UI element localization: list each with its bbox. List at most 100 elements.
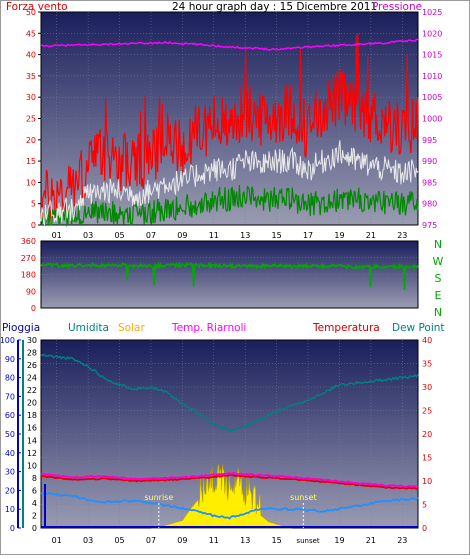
rain-tick-label: 50 [5,430,15,439]
x-tick-label: 03 [83,536,93,545]
page-title: 24 hour graph day : 15 Dicembre 2011 [172,1,377,13]
pressure-tick-label: 1000 [422,115,442,124]
temperature-tick-label: 5 [422,501,427,510]
dew-point-line [40,491,419,520]
sunrise-label: sunrise [144,493,173,502]
rain-tick-label: 10 [5,505,15,514]
x-tick-label: 07 [146,536,156,545]
x-tick-label: 19 [334,536,344,545]
wind-direction-line [40,261,419,290]
compass-letter: W [433,255,444,268]
x-tick-label: 07 [146,231,156,240]
direction-tick-label: 0 [31,304,36,313]
humidity-tick-label: 16 [27,424,37,433]
pressure-line [40,38,419,51]
temperature-tick-label: 25 [422,407,432,416]
humidity-tick-label: 2 [32,511,37,520]
pressure-axis-title: Pressione [372,1,422,13]
wind-tick-label: 40 [26,51,36,60]
wind-tick-label: 35 [26,72,36,81]
wind-tick-label: 20 [26,136,36,145]
temp-riarnoli-line [40,472,419,488]
wind-axis-title: Forza vento [6,1,68,13]
rain-tick-label: 100 [0,336,15,345]
wind-tick-label: 0 [31,221,36,230]
x-tick-label: 13 [240,231,250,240]
sunset-label: sunset [290,493,317,502]
wind-tick-label: 5 [31,200,36,209]
x-tick-label: 13 [240,536,250,545]
label-temp-riarnoli: Temp. Riarnoli [171,322,246,334]
humidity-line [40,353,419,433]
wind-avg-line [40,140,419,226]
humidity-tick-label: 26 [27,361,37,370]
humidity-tick-label: 22 [27,386,37,395]
pressure-tick-label: 1025 [422,8,442,17]
temperature-tick-label: 15 [422,454,432,463]
x-tick-label: 19 [334,231,344,240]
temperature-tick-label: 10 [422,477,432,486]
rain-tick-label: 80 [5,374,15,383]
x-tick-label: 01 [52,231,62,240]
pressure-tick-label: 1005 [422,93,442,102]
pressure-tick-label: 1020 [422,29,442,38]
x-tick-label: 05 [114,231,124,240]
solar-area [150,463,293,529]
humidity-tick-label: 8 [32,474,37,483]
humidity-tick-label: 24 [27,374,37,383]
wind-min-line [41,184,419,228]
direction-tick-label: 270 [21,254,36,263]
pressure-tick-label: 995 [422,136,437,145]
x-tick-label: 15 [272,536,282,545]
wind-gust-line [40,33,419,222]
x-tick-label: 09 [177,536,187,545]
x-tick-label: 21 [366,536,376,545]
x-tick-label: 23 [397,231,407,240]
x-tick-label: 03 [83,231,93,240]
wind-tick-label: 45 [26,29,36,38]
x-tick-label: 01 [52,536,62,545]
rain-tick-label: 90 [5,355,15,364]
humidity-tick-label: 14 [27,436,37,445]
label-pioggia: Pioggia [2,322,40,334]
direction-tick-label: 180 [21,271,36,280]
humidity-tick-label: 30 [27,336,37,345]
x-tick-label: sunset [296,537,319,545]
wind-tick-label: 10 [26,178,36,187]
wind-tick-label: 15 [26,157,36,166]
compass-letter: S [435,272,442,285]
x-tick-label: 11 [209,536,219,545]
humidity-tick-label: 0 [32,524,37,533]
temperature-panel: 0102030405060708090100024681012141618202… [0,336,432,545]
wind-tick-label: 30 [26,93,36,102]
label-temperatura: Temperatura [312,322,380,334]
humidity-tick-label: 6 [32,486,37,495]
wind-tick-label: 50 [26,8,36,17]
x-tick-label: 17 [303,231,313,240]
temperature-tick-label: 35 [422,360,432,369]
rain-tick-label: 40 [5,449,15,458]
rain-tick-label: 20 [5,486,15,495]
humidity-tick-label: 10 [27,461,37,470]
direction-tick-label: 360 [21,237,36,246]
label-dew-point: Dew Point [392,322,445,334]
direction-tick-label: 90 [26,287,36,296]
temperature-tick-label: 20 [422,430,432,439]
humidity-tick-label: 18 [27,411,37,420]
humidity-tick-label: 4 [32,499,37,508]
rain-tick-label: 30 [5,468,15,477]
wind-tick-label: 25 [26,115,36,124]
pressure-tick-label: 975 [422,221,437,230]
temperature-tick-label: 0 [422,524,427,533]
pressure-tick-label: 980 [422,200,437,209]
x-tick-label: 05 [114,536,124,545]
label-umidita: Umidita [68,322,109,334]
x-tick-label: 15 [272,231,282,240]
humidity-tick-label: 20 [27,399,37,408]
compass-letter: N [434,306,442,319]
temperatura-line [40,473,419,490]
